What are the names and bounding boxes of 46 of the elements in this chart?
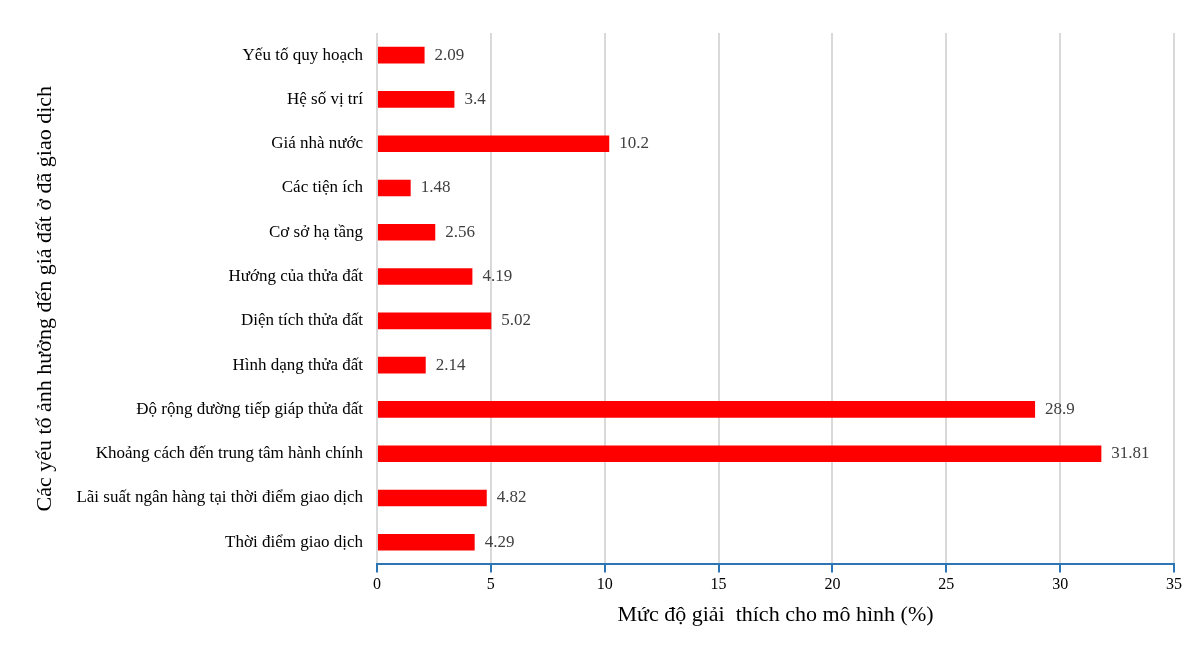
y-tick-label: Độ rộng đường tiếp giáp thửa đất bbox=[136, 398, 364, 418]
data-label: 10.2 bbox=[619, 133, 650, 153]
bar bbox=[377, 356, 426, 374]
bar bbox=[377, 179, 411, 197]
y-tick-label: Hướng của thửa đất bbox=[228, 266, 364, 286]
data-label: 1.48 bbox=[420, 177, 451, 197]
data-label: 2.56 bbox=[445, 221, 476, 241]
bar bbox=[377, 401, 1036, 418]
bar bbox=[377, 223, 436, 241]
data-label: 2.09 bbox=[434, 44, 465, 64]
x-tick-label: 20 bbox=[824, 575, 841, 593]
y-tick-label: Thời điểm giao dịch bbox=[225, 531, 364, 551]
bar bbox=[377, 312, 492, 330]
data-label: 5.02 bbox=[501, 310, 532, 330]
x-tick-label: 35 bbox=[1166, 575, 1182, 593]
bar bbox=[377, 46, 425, 64]
y-axis-title: Các yếu tố ảnh hưởng đến giá đất ở đã giao dịch bbox=[30, 85, 56, 512]
x-tick-label: 10 bbox=[596, 575, 613, 593]
data-label: 4.82 bbox=[496, 487, 527, 507]
y-tick-label: Khoảng cách đến trung tâm hành chính bbox=[95, 443, 364, 463]
y-tick-label: Diện tích thửa đất bbox=[240, 310, 364, 330]
y-tick-label: Các tiện ích bbox=[281, 177, 364, 197]
bar bbox=[377, 268, 473, 285]
x-tick-label: 25 bbox=[938, 575, 955, 593]
x-tick-label: 30 bbox=[1052, 575, 1069, 593]
y-tick-label: Yếu tố quy hoạch bbox=[242, 44, 364, 64]
x-tick-label: 0 bbox=[372, 575, 381, 593]
x-tick-label: 15 bbox=[710, 575, 727, 593]
data-label: 31.81 bbox=[1111, 443, 1150, 463]
y-tick-label: Lãi suất ngân hàng tại thời điểm giao dịch bbox=[76, 487, 364, 507]
data-label: 3.4 bbox=[464, 88, 487, 108]
y-tick-label: Hệ số vị trí bbox=[286, 88, 364, 108]
bar bbox=[377, 533, 475, 551]
data-label: 28.9 bbox=[1045, 398, 1075, 418]
x-tick-label: 5 bbox=[486, 575, 495, 593]
bar bbox=[377, 445, 1102, 462]
bar bbox=[377, 91, 455, 108]
data-label: 2.14 bbox=[435, 354, 466, 374]
data-label: 4.29 bbox=[484, 531, 515, 551]
data-label: 4.19 bbox=[482, 266, 513, 286]
x-axis-title: Mức độ giải thích cho mô hình (%) bbox=[617, 600, 934, 626]
y-tick-label: Hình dạng thửa đất bbox=[232, 354, 364, 374]
y-tick-label: Giá nhà nước bbox=[271, 133, 364, 153]
bar bbox=[377, 489, 487, 507]
bar bbox=[377, 135, 610, 153]
y-tick-label: Cơ sở hạ tầng bbox=[268, 221, 364, 241]
